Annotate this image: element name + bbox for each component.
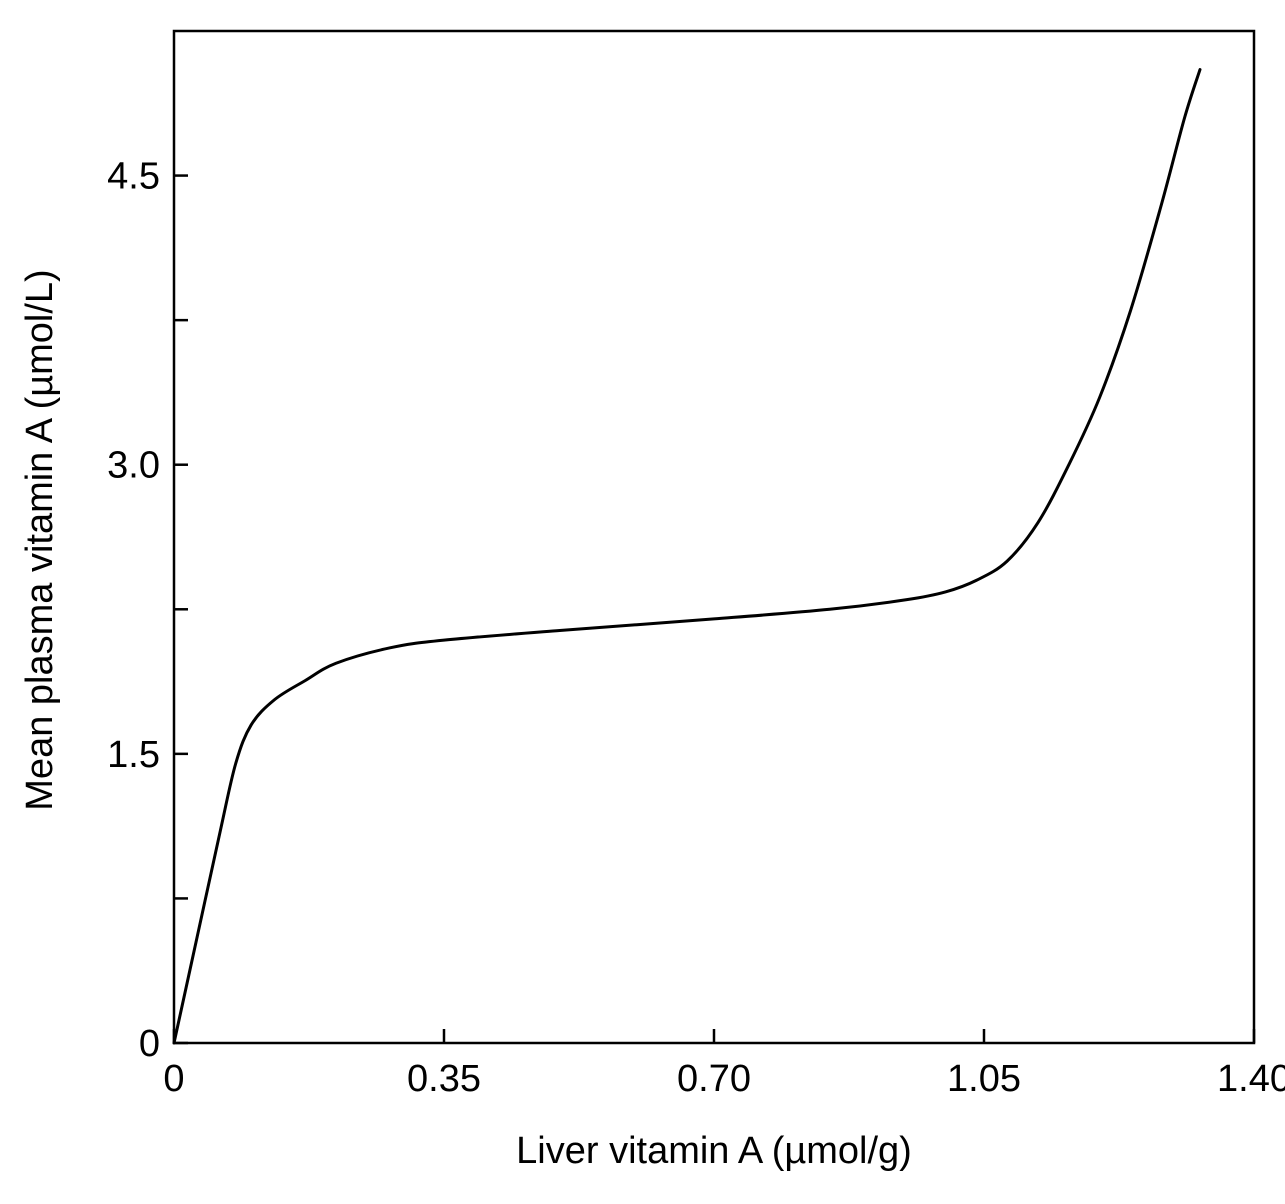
y-tick-label: 4.5 bbox=[107, 156, 160, 198]
y-tick-label: 0 bbox=[139, 1023, 160, 1065]
x-tick-label: 1.40 bbox=[1217, 1058, 1285, 1100]
y-tick-label: 1.5 bbox=[107, 734, 160, 776]
y-tick-label: 3.0 bbox=[107, 445, 160, 487]
series-layer bbox=[172, 68, 1202, 1045]
x-tick-label: 1.05 bbox=[947, 1058, 1021, 1100]
plot-frame bbox=[172, 29, 1256, 1045]
y-axis-ticks: 0 1.5 3.0 4.5 bbox=[107, 156, 188, 1065]
x-tick-label: 0 bbox=[163, 1058, 184, 1100]
y-axis-title: Mean plasma vitamin A (µmol/L) bbox=[19, 269, 61, 810]
x-tick-label: 0.70 bbox=[677, 1058, 751, 1100]
x-axis-ticks: 0 0.35 0.70 1.05 1.40 bbox=[163, 1029, 1285, 1100]
x-axis-title: Liver vitamin A (µmol/g) bbox=[516, 1130, 912, 1172]
series-line bbox=[172, 68, 1202, 1045]
x-tick-label: 0.35 bbox=[407, 1058, 481, 1100]
